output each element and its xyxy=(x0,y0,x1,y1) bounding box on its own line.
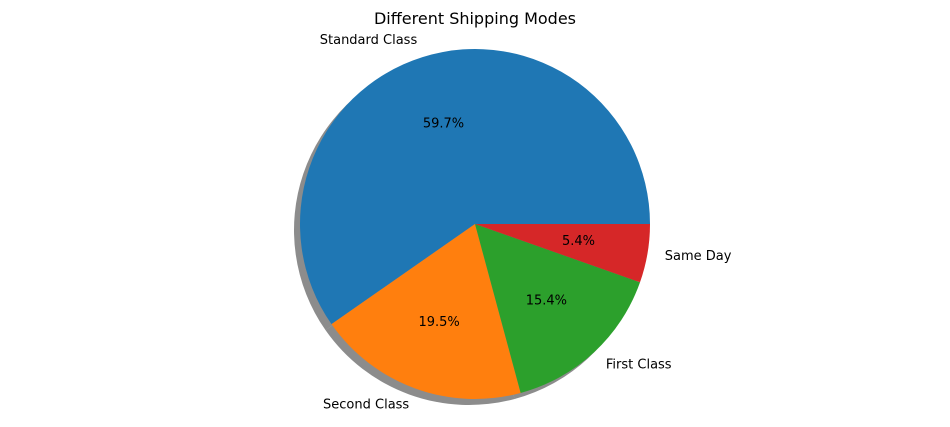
percent-standard-class: 59.7% xyxy=(423,116,464,131)
pie-slices xyxy=(300,48,650,399)
slice-same-day xyxy=(475,224,650,283)
slice-second-class xyxy=(331,224,521,399)
label-first-class: First Class xyxy=(606,358,672,373)
slice-standard-class xyxy=(300,48,650,325)
percent-second-class: 19.5% xyxy=(418,315,459,330)
label-same-day: Same Day xyxy=(665,249,732,264)
percent-same-day: 5.4% xyxy=(562,234,595,249)
label-standard-class: Standard Class xyxy=(320,33,418,48)
label-second-class: Second Class xyxy=(323,397,409,412)
chart-title: Different Shipping Modes xyxy=(374,9,576,28)
percent-first-class: 15.4% xyxy=(526,293,567,308)
pie-labels: Standard Class 59.7% Second Class 19.5% Firs… xyxy=(320,33,732,413)
slice-first-class xyxy=(475,224,641,393)
